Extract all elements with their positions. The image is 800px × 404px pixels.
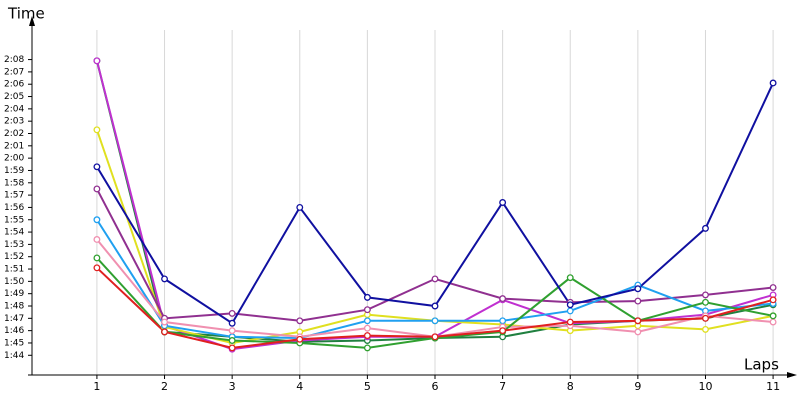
point-marker	[769, 296, 777, 304]
point-marker	[363, 332, 371, 340]
y-tick-label: 2:03	[4, 117, 24, 127]
x-tick-label: 2	[161, 380, 168, 393]
point-marker	[161, 328, 168, 336]
point-marker	[93, 185, 101, 193]
point-marker	[499, 199, 507, 206]
y-tick-label: 1:47	[4, 314, 24, 324]
y-tick-label: 1:45	[4, 338, 24, 348]
point-marker	[296, 335, 304, 343]
point-marker	[363, 293, 371, 301]
point-marker	[634, 297, 642, 305]
point-marker	[363, 324, 371, 332]
point-marker	[161, 275, 168, 283]
point-marker	[566, 274, 574, 282]
x-axis-arrow	[787, 372, 797, 378]
y-tick-label: 1:53	[4, 240, 24, 250]
point-marker	[296, 317, 304, 325]
y-tick-label: 2:05	[4, 92, 24, 102]
point-marker	[769, 312, 777, 320]
point-marker	[499, 327, 507, 335]
point-marker	[499, 317, 507, 325]
x-tick-label: 7	[499, 380, 506, 393]
point-marker	[769, 79, 777, 87]
point-marker	[93, 163, 101, 171]
y-tick-label: 1:54	[4, 228, 24, 238]
point-marker	[702, 314, 709, 322]
point-marker	[228, 319, 236, 327]
point-marker	[93, 57, 101, 65]
y-tick-label: 1:48	[4, 302, 24, 312]
y-tick-label: 1:59	[4, 166, 24, 176]
point-marker	[431, 302, 439, 310]
x-tick-label: 3	[229, 380, 236, 393]
point-marker	[566, 301, 574, 309]
y-tick-label: 2:02	[4, 129, 24, 139]
y-tick-label: 1:55	[4, 215, 24, 225]
point-marker	[566, 307, 574, 315]
point-marker	[228, 337, 236, 344]
point-marker	[93, 126, 101, 134]
x-tick-label: 9	[634, 380, 641, 393]
y-tick-label: 2:08	[4, 55, 24, 65]
plot	[93, 57, 777, 353]
point-marker	[702, 298, 709, 306]
y-tick-label: 1:46	[4, 326, 24, 336]
x-tick-label: 5	[364, 380, 371, 393]
point-marker	[702, 291, 709, 299]
point-marker	[93, 264, 101, 272]
point-marker	[702, 325, 709, 333]
y-tick-label: 1:50	[4, 277, 24, 287]
point-marker	[363, 344, 371, 352]
point-marker	[228, 344, 236, 352]
point-marker	[634, 317, 642, 325]
y-tick-label: 1:58	[4, 178, 24, 188]
y-axis-label: Time	[7, 5, 45, 23]
y-tick-label: 1:51	[4, 265, 24, 275]
point-marker	[634, 285, 642, 293]
point-marker	[296, 203, 304, 211]
y-tick-label: 2:01	[4, 141, 24, 151]
point-marker	[93, 216, 101, 224]
x-axis-label: Laps	[744, 356, 779, 374]
point-marker	[228, 309, 236, 317]
y-tick-label: 1:57	[4, 191, 24, 201]
point-marker	[499, 295, 507, 303]
x-tick-label: 10	[698, 380, 712, 393]
point-marker	[566, 318, 574, 326]
y-tick-label: 2:04	[4, 104, 24, 114]
y-tick-label: 2:07	[4, 67, 24, 77]
point-marker	[702, 224, 709, 232]
y-tick-label: 2:06	[4, 80, 24, 90]
point-marker	[93, 236, 101, 243]
x-tick-label: 8	[567, 380, 574, 393]
point-marker	[634, 328, 642, 336]
point-marker	[769, 284, 777, 291]
point-marker	[431, 275, 439, 283]
point-marker	[161, 318, 168, 326]
y-tick-label: 1:44	[4, 351, 24, 361]
point-marker	[363, 317, 371, 325]
point-marker	[431, 317, 439, 325]
y-tick-label: 1:52	[4, 252, 24, 262]
point-marker	[93, 254, 101, 262]
x-tick-label: 11	[766, 380, 780, 393]
point-marker	[228, 327, 236, 335]
y-axis-arrow	[29, 16, 35, 26]
point-marker	[363, 306, 371, 314]
y-tick-label: 1:49	[4, 289, 24, 299]
x-tick-label: 6	[432, 380, 439, 393]
y-tick-label: 2:00	[4, 154, 24, 164]
y-tick-label: 1:56	[4, 203, 24, 213]
x-tick-label: 4	[296, 380, 303, 393]
point-marker	[431, 333, 439, 341]
x-tick-label: 1	[93, 380, 100, 393]
point-marker	[769, 318, 777, 326]
